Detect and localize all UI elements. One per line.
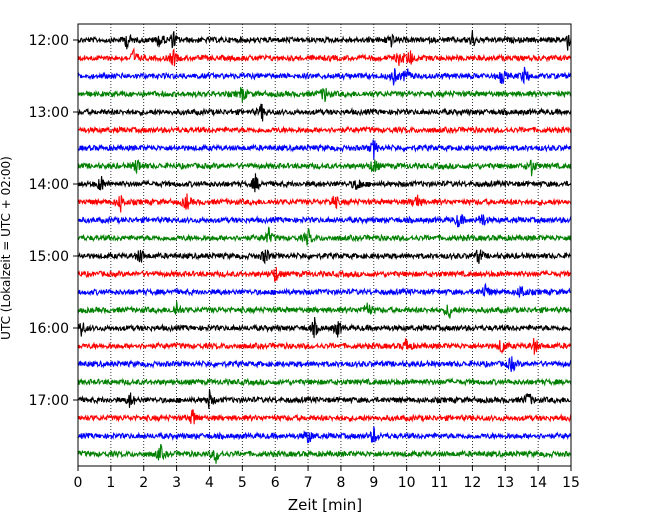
- x-tick-label: 2: [139, 475, 148, 491]
- y-tick-label: 16:00: [29, 321, 69, 337]
- y-tick-label: 14:00: [29, 177, 69, 193]
- trace-1730: [77, 426, 572, 444]
- x-tick-label: 5: [238, 475, 247, 491]
- x-tick-label: 7: [304, 475, 313, 491]
- y-tick-label: 15:00: [29, 249, 69, 265]
- plot-frame: [77, 23, 572, 467]
- y-tick-label: 13:00: [29, 105, 69, 121]
- x-tick-label: 14: [529, 475, 547, 491]
- x-tick-label: 9: [369, 475, 378, 491]
- trace-1300: [77, 103, 572, 122]
- x-tick-label: 4: [205, 475, 214, 491]
- trace-1215: [77, 47, 572, 67]
- trace-1500: [77, 249, 572, 265]
- trace-1715: [77, 409, 572, 425]
- trace-1315: [77, 125, 571, 135]
- trace-1630: [77, 356, 572, 372]
- x-tick-label: 6: [271, 475, 280, 491]
- x-tick-label: 15: [562, 475, 580, 491]
- trace-1600: [77, 317, 572, 338]
- trace-1530: [77, 282, 572, 298]
- x-tick-label: 3: [172, 475, 181, 491]
- trace-1745: [77, 443, 572, 464]
- trace-1545: [77, 301, 572, 319]
- y-tick-label: 12:00: [29, 33, 69, 49]
- trace-1645: [77, 377, 572, 387]
- trace-1700: [77, 389, 572, 409]
- x-axis-label: Zeit [min]: [288, 496, 362, 514]
- x-tick-label: 10: [398, 475, 416, 491]
- trace-1400: [77, 173, 572, 193]
- trace-1430: [77, 214, 572, 228]
- trace-1445: [77, 226, 572, 246]
- trace-1230: [77, 66, 572, 86]
- trace-1615: [77, 338, 572, 355]
- trace-1345: [77, 159, 572, 177]
- trace-1245: [77, 86, 572, 103]
- trace-1330: [77, 139, 572, 160]
- x-axis-ticks: 0 1 2 3 4 5 6 7 8 9 10 11 12 13 14 15: [74, 466, 580, 491]
- trace-1200: [77, 30, 572, 51]
- x-tick-label: 0: [74, 475, 83, 491]
- y-axis-ticks: 12:00 13:00 14:00 15:00 16:00 17:00: [29, 33, 78, 409]
- y-tick-label: 17:00: [29, 393, 69, 409]
- x-tick-label: 8: [336, 475, 345, 491]
- seismic-traces: [77, 30, 572, 464]
- trace-1515: [77, 267, 572, 282]
- x-tick-label: 11: [431, 475, 449, 491]
- trace-1415: [77, 193, 572, 213]
- x-tick-label: 12: [463, 475, 481, 491]
- y-axis-label: UTC (Lokalzeit = UTC + 02:00): [0, 156, 13, 340]
- x-tick-label: 1: [106, 475, 115, 491]
- x-tick-label: 13: [496, 475, 514, 491]
